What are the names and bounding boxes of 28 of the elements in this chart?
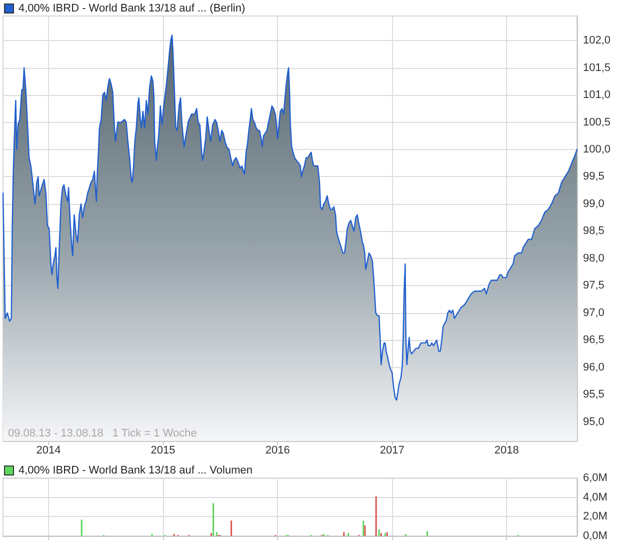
x-tick-label: 2014 [36, 444, 61, 456]
y-tick-label: 4,0M [583, 491, 608, 504]
y-tick-label: 98,0 [583, 252, 604, 264]
y-tick-label: 101,5 [583, 62, 611, 74]
legend-label: 4,00% IBRD - World Bank 13/18 auf ... Volumen [18, 464, 252, 476]
y-tick-label: 97,0 [583, 306, 604, 319]
y-tick-label: 99,5 [583, 170, 604, 183]
annotation: 1 Tick = 1 Woche [112, 428, 197, 440]
x-tick-label: 2018 [494, 444, 519, 456]
x-tick-label: 2017 [380, 444, 404, 456]
y-tick-label: 96,0 [583, 361, 604, 374]
y-tick-label: 95,5 [583, 388, 604, 401]
y-tick-label: 0,0M [583, 530, 608, 542]
y-tick-label: 2,0M [583, 510, 608, 523]
y-tick-label: 98,5 [583, 225, 604, 238]
legend-label: 4,00% IBRD - World Bank 13/18 auf ... (Berlin) [18, 2, 246, 14]
y-tick-label: 6,0M [583, 472, 608, 484]
y-tick-label: 101,0 [583, 89, 611, 102]
x-tick-label: 2015 [150, 444, 176, 456]
y-tick-label: 102,0 [583, 34, 611, 47]
y-tick-label: 96,5 [583, 334, 604, 346]
y-tick-label: 100,5 [583, 116, 611, 128]
y-tick-label: 97,5 [583, 280, 604, 292]
y-tick-label: 95,0 [583, 416, 604, 428]
y-tick-label: 100,0 [583, 143, 611, 156]
x-tick-label: 2016 [265, 444, 290, 456]
y-tick-label: 99,0 [583, 198, 604, 210]
annotation: 09.08.13 - 13.08.18 [8, 428, 104, 440]
